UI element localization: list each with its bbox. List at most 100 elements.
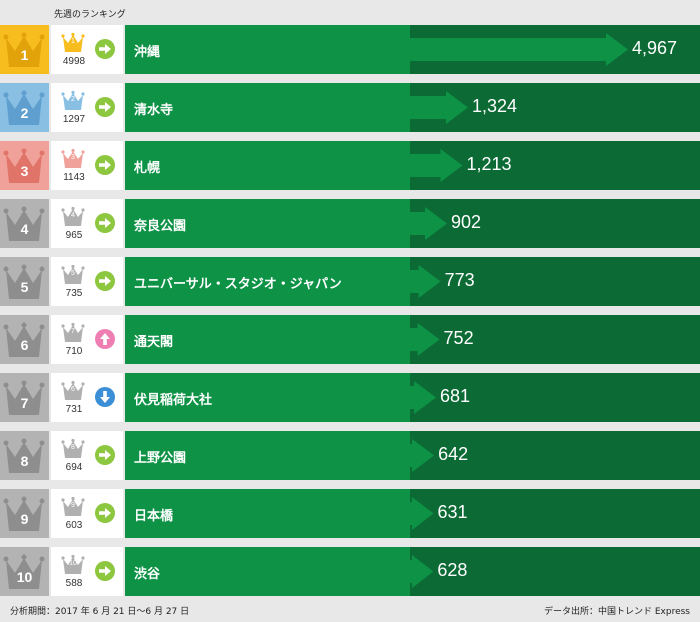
destination-name: 札幌 bbox=[134, 161, 161, 176]
value-bar bbox=[410, 381, 437, 414]
crown-icon bbox=[61, 496, 85, 516]
destination-name-cell: 上野公園 bbox=[125, 431, 410, 480]
previous-score: 1143 bbox=[63, 172, 85, 183]
rank-number: 3 bbox=[20, 163, 29, 179]
crown-icon bbox=[3, 90, 45, 125]
previous-score: 603 bbox=[65, 520, 83, 531]
ranking-row: 3 3 1143 札幌 1,213 bbox=[0, 141, 700, 190]
previous-week-cell: 5 735 bbox=[51, 257, 123, 306]
arrow-right-icon bbox=[95, 97, 115, 117]
rank-badge: 6 bbox=[0, 315, 49, 364]
value-bar-cell: 1,324 bbox=[410, 83, 700, 132]
value-arrow bbox=[410, 381, 437, 414]
destination-name: 日本橋 bbox=[134, 509, 174, 524]
value-bar bbox=[410, 439, 435, 472]
previous-score: 588 bbox=[65, 578, 83, 589]
previous-week-cell: 10 588 bbox=[51, 547, 123, 596]
rank-badge: 4 bbox=[0, 199, 49, 248]
ranking-row: 9 9 603 日本橋 631 bbox=[0, 489, 700, 538]
rank-badge: 1 bbox=[0, 25, 49, 74]
previous-score: 4998 bbox=[62, 56, 86, 67]
value-bar bbox=[410, 497, 434, 530]
previous-score: 731 bbox=[65, 404, 83, 415]
arrow-right-icon bbox=[95, 39, 115, 59]
crown-icon bbox=[3, 496, 45, 531]
value-bar-cell: 902 bbox=[410, 199, 700, 248]
value-label: 752 bbox=[443, 328, 474, 348]
previous-score: 1297 bbox=[62, 114, 86, 125]
rank-badge: 10 bbox=[0, 547, 49, 596]
value-arrow bbox=[410, 497, 434, 530]
value-arrow bbox=[410, 439, 435, 472]
rank-badge: 7 bbox=[0, 373, 49, 422]
rank-number: 7 bbox=[20, 395, 29, 411]
rank-number: 5 bbox=[20, 279, 29, 295]
rank-number: 9 bbox=[20, 511, 29, 527]
previous-week-cell: 9 603 bbox=[51, 489, 123, 538]
previous-score: 710 bbox=[65, 346, 83, 357]
crown-icon bbox=[3, 438, 45, 473]
value-arrow bbox=[410, 207, 448, 240]
value-label: 628 bbox=[437, 560, 468, 580]
previous-rank: 3 bbox=[71, 154, 75, 161]
rank-badge: 3 bbox=[0, 141, 49, 190]
destination-name-cell: 清水寺 bbox=[125, 83, 410, 132]
crown-icon bbox=[61, 438, 85, 458]
previous-score: 735 bbox=[65, 288, 83, 299]
previous-score: 965 bbox=[65, 230, 83, 241]
previous-rank: 9 bbox=[71, 502, 75, 509]
arrow-right-icon bbox=[95, 561, 115, 581]
value-arrow bbox=[410, 323, 440, 356]
arrow-right-icon bbox=[95, 445, 115, 465]
destination-name-cell: 渋谷 bbox=[125, 547, 410, 596]
crown-icon bbox=[3, 264, 45, 299]
previous-score: 694 bbox=[65, 462, 83, 473]
destination-name: 通天閣 bbox=[134, 335, 174, 350]
rank-badge: 2 bbox=[0, 83, 49, 132]
value-label: 902 bbox=[451, 212, 482, 232]
ranking-row: 1 1 4998 沖縄 4,967 bbox=[0, 25, 700, 74]
rank-number: 6 bbox=[20, 337, 29, 353]
previous-rank: 5 bbox=[71, 270, 75, 277]
value-bar bbox=[410, 207, 448, 240]
crown-icon bbox=[61, 90, 85, 110]
value-bar bbox=[410, 555, 434, 588]
rank-number: 1 bbox=[20, 47, 29, 63]
rank-badge: 9 bbox=[0, 489, 49, 538]
previous-rank: 4 bbox=[71, 212, 75, 219]
crown-icon bbox=[3, 148, 45, 183]
arrow-right-icon bbox=[95, 503, 115, 523]
crown-icon bbox=[3, 32, 45, 67]
arrow-right-icon bbox=[95, 155, 115, 175]
rank-number: 10 bbox=[16, 569, 33, 585]
value-label: 1,213 bbox=[466, 154, 512, 174]
arrow-up-icon bbox=[95, 329, 115, 349]
previous-week-cell: 6 731 bbox=[51, 373, 123, 422]
destination-name-cell: 札幌 bbox=[125, 141, 410, 190]
ranking-row: 4 4 965 奈良公園 902 bbox=[0, 199, 700, 248]
value-arrow bbox=[410, 91, 468, 124]
crown-icon bbox=[61, 148, 85, 168]
value-arrow bbox=[410, 555, 434, 588]
value-label: 681 bbox=[440, 386, 471, 406]
value-bar-cell: 628 bbox=[410, 547, 700, 596]
crown-icon bbox=[61, 206, 85, 226]
destination-name-cell: 奈良公園 bbox=[125, 199, 410, 248]
crown-icon bbox=[61, 554, 85, 574]
crown-icon bbox=[61, 322, 85, 342]
destination-name-cell: 通天閣 bbox=[125, 315, 410, 364]
destination-name-cell: 沖縄 bbox=[125, 25, 410, 74]
previous-week-cell: 7 710 bbox=[51, 315, 123, 364]
crown-icon bbox=[61, 264, 85, 284]
destination-name-cell: 伏見稲荷大社 bbox=[125, 373, 410, 422]
rank-number: 8 bbox=[20, 453, 29, 469]
arrow-right-icon bbox=[95, 213, 115, 233]
value-bar bbox=[410, 149, 463, 182]
previous-week-cell: 4 965 bbox=[51, 199, 123, 248]
value-label: 773 bbox=[444, 270, 475, 290]
value-bar-cell: 642 bbox=[410, 431, 700, 480]
previous-rank: 2 bbox=[71, 96, 75, 103]
value-bar bbox=[410, 265, 441, 298]
ranking-row: 2 2 1297 清水寺 1,324 bbox=[0, 83, 700, 132]
crown-icon bbox=[3, 554, 45, 589]
